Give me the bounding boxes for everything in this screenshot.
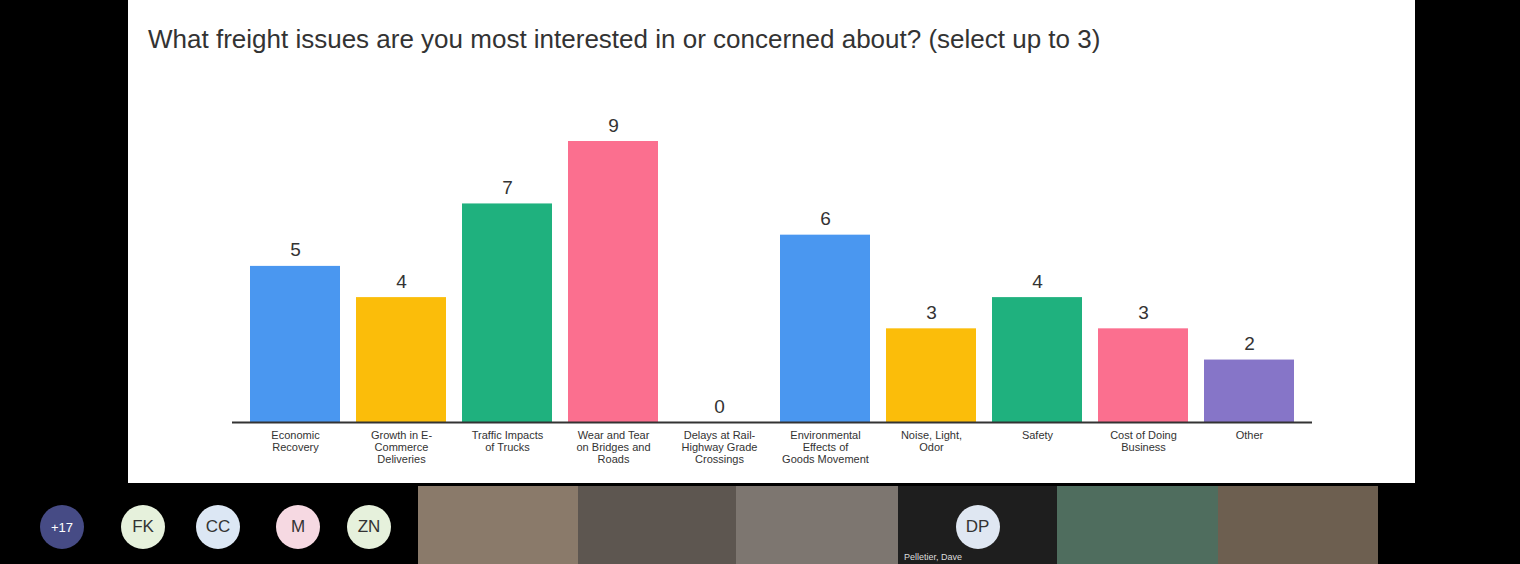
svg-text:Delays at Rail-Highway GradeCr: Delays at Rail-Highway GradeCrossings bbox=[682, 429, 758, 465]
svg-text:6: 6 bbox=[820, 208, 831, 229]
svg-text:0: 0 bbox=[714, 396, 725, 417]
svg-text:3: 3 bbox=[926, 302, 937, 323]
html-text:M: M bbox=[290, 517, 306, 536]
svg-text:9: 9 bbox=[608, 115, 619, 136]
svg-text:Safety: Safety bbox=[1022, 429, 1054, 441]
html-text:ZN: ZN bbox=[357, 517, 381, 536]
svg-text:Other: Other bbox=[1236, 429, 1264, 441]
svg-text:4: 4 bbox=[396, 271, 407, 292]
html-text:DP: DP bbox=[965, 517, 990, 536]
html-text:+17: +17 bbox=[51, 519, 73, 535]
svg-text:Growth in E-CommerceDeliveries: Growth in E-CommerceDeliveries bbox=[371, 429, 432, 465]
html-text:FK: FK bbox=[132, 517, 154, 536]
svg-text:Wear and Tearon Bridges andRoa: Wear and Tearon Bridges andRoads bbox=[577, 429, 651, 465]
svg-text:Cost of DoingBusiness: Cost of DoingBusiness bbox=[1110, 429, 1177, 453]
svg-text:7: 7 bbox=[502, 177, 513, 198]
html-text:CC: CC bbox=[205, 517, 231, 536]
svg-text:EconomicRecovery: EconomicRecovery bbox=[271, 429, 320, 453]
svg-text:Noise, Light,Odor: Noise, Light,Odor bbox=[901, 429, 962, 453]
svg-text:EnvironmentalEffects ofGoods M: EnvironmentalEffects ofGoods Movement bbox=[782, 429, 869, 465]
svg-text:2: 2 bbox=[1244, 333, 1255, 354]
svg-text:5: 5 bbox=[290, 239, 301, 260]
html-text:Pelletier, Dave: Pelletier, Dave bbox=[904, 552, 962, 562]
svg-text:3: 3 bbox=[1138, 302, 1149, 323]
svg-text:Traffic Impactsof Trucks: Traffic Impactsof Trucks bbox=[472, 429, 544, 453]
html-text:What freight issues are you mo: What freight issues are you most interes… bbox=[148, 24, 1101, 54]
svg-text:4: 4 bbox=[1032, 271, 1043, 292]
